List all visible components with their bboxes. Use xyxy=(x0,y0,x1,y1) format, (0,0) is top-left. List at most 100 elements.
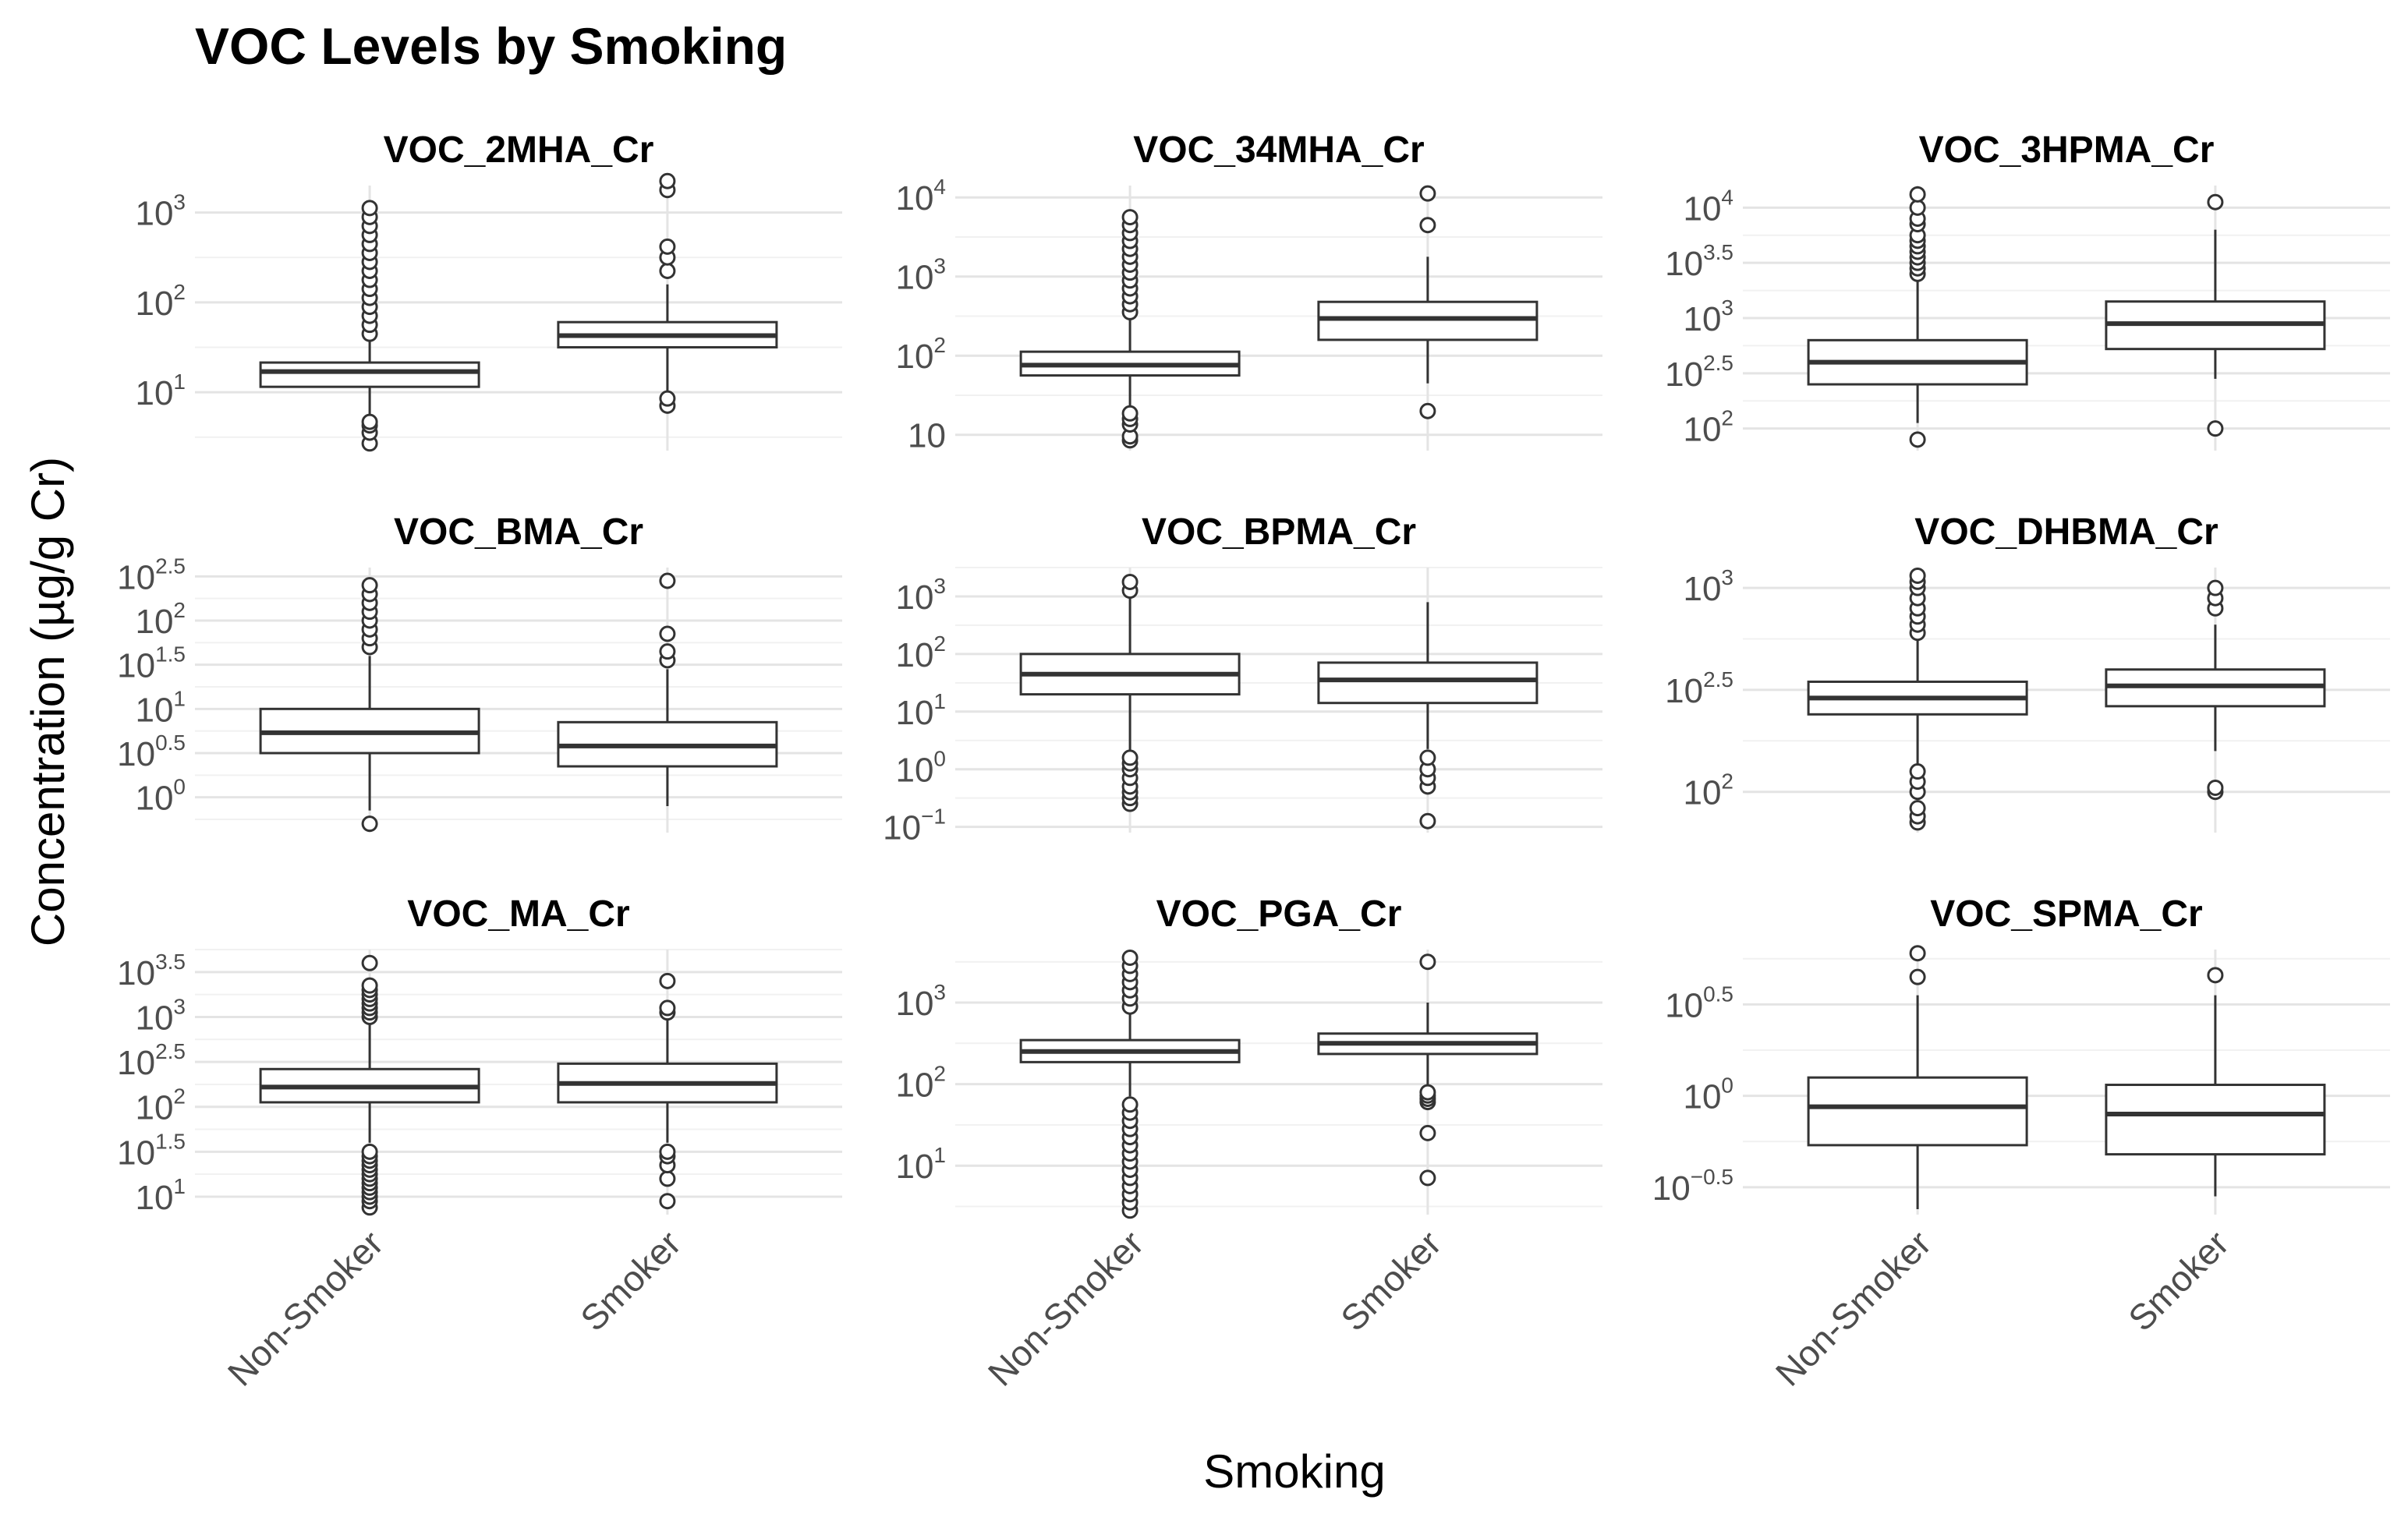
facet-title: VOC_BMA_Cr xyxy=(394,511,643,553)
outlier-point xyxy=(2207,193,2224,210)
outlier-point xyxy=(659,238,676,255)
facet-VOC_BPMA_Cr: VOC_BPMA_Cr 10−1 100 101 102 103 xyxy=(883,511,1602,847)
outlier-point xyxy=(1419,1084,1436,1101)
outlier-point xyxy=(659,390,676,407)
y-tick-label: 10 xyxy=(908,417,946,455)
box-non-smoker xyxy=(259,200,480,452)
box-non-smoker xyxy=(1807,945,2028,1209)
facet-VOC_34MHA_Cr: VOC_34MHA_Cr 10 102 103 104 xyxy=(895,129,1602,455)
outlier-point xyxy=(1419,812,1436,830)
outlier-point xyxy=(1909,763,1926,780)
y-tick-label: 103.5 xyxy=(117,950,186,992)
y-tick-label: 102 xyxy=(895,333,946,376)
outlier-point xyxy=(659,643,676,660)
box-smoker xyxy=(2105,579,2326,801)
box-non-smoker xyxy=(1019,949,1241,1219)
outlier-point xyxy=(361,954,378,971)
y-tick-label: 102.5 xyxy=(117,1039,186,1082)
box-non-smoker xyxy=(259,954,480,1216)
y-tick-label: 100.5 xyxy=(1665,982,1733,1024)
box-non-smoker xyxy=(259,577,480,833)
y-tick-label: 103 xyxy=(1683,295,1733,338)
outlier-point xyxy=(1909,800,1926,817)
box-smoker xyxy=(1317,602,1539,830)
y-tick-label: 103 xyxy=(895,254,946,297)
outlier-point xyxy=(361,977,378,994)
facet-VOC_PGA_Cr: VOC_PGA_Cr 101 102 103 Non-Smoker Smoker xyxy=(895,893,1602,1394)
y-tick-label: 102.5 xyxy=(1665,667,1733,710)
box-smoker xyxy=(557,572,778,806)
facet-VOC_DHBMA_Cr: VOC_DHBMA_Cr 102 102.5 103 xyxy=(1665,511,2390,833)
y-tick-label: 10−1 xyxy=(883,805,946,847)
x-tick-label: Smoker xyxy=(1333,1222,1449,1339)
y-tick-label: 103 xyxy=(895,574,946,617)
facet-title: VOC_SPMA_Cr xyxy=(1930,893,2202,935)
y-tick-label: 103 xyxy=(1683,565,1733,608)
outlier-point xyxy=(1419,217,1436,234)
box-non-smoker xyxy=(1807,186,2028,448)
outlier-point xyxy=(1121,405,1138,422)
outlier-point xyxy=(659,972,676,989)
iqr-box xyxy=(1317,300,1539,341)
outlier-point xyxy=(659,1170,676,1187)
x-axis-label: Smoking xyxy=(1203,1445,1385,1498)
y-tick-label: 103 xyxy=(895,980,946,1023)
iqr-box xyxy=(1317,661,1539,705)
box-smoker xyxy=(1317,185,1539,419)
outlier-point xyxy=(1419,402,1436,419)
outlier-point xyxy=(1419,953,1436,971)
facet-panels: VOC_2MHA_Cr 101 102 103 VOC_34MHA_Cr 10 102 103… xyxy=(117,129,2390,1394)
y-tick-label: 102 xyxy=(135,1084,186,1127)
y-tick-label: 102.5 xyxy=(117,554,186,596)
outlier-point xyxy=(2207,420,2224,437)
box-smoker xyxy=(2105,193,2326,437)
y-tick-label: 102 xyxy=(895,1062,946,1105)
facet-title: VOC_2MHA_Cr xyxy=(384,129,654,171)
facet-title: VOC_DHBMA_Cr xyxy=(1914,511,2218,553)
facet-title: VOC_BPMA_Cr xyxy=(1142,511,1416,553)
outlier-point xyxy=(1909,567,1926,584)
y-tick-label: 100 xyxy=(895,747,946,790)
y-tick-label: 100 xyxy=(1683,1074,1733,1116)
outlier-point xyxy=(659,999,676,1017)
y-tick-label: 103.5 xyxy=(1665,240,1733,283)
y-tick-label: 101 xyxy=(135,370,186,412)
box-smoker xyxy=(557,172,778,414)
x-tick-label: Non-Smoker xyxy=(1768,1222,1939,1393)
iqr-box xyxy=(2105,1084,2326,1156)
iqr-box xyxy=(1807,1076,2028,1147)
y-tick-label: 103 xyxy=(135,994,186,1037)
x-tick-label: Smoker xyxy=(572,1222,689,1339)
outlier-point xyxy=(361,1143,378,1160)
y-tick-label: 101 xyxy=(135,686,186,729)
outlier-point xyxy=(1121,749,1138,766)
outlier-point xyxy=(361,413,378,430)
outlier-point xyxy=(1121,1096,1138,1113)
y-tick-label: 104 xyxy=(1683,185,1733,228)
outlier-point xyxy=(1909,186,1926,203)
facet-title: VOC_34MHA_Cr xyxy=(1133,129,1424,171)
y-tick-label: 101 xyxy=(895,689,946,732)
y-tick-label: 102 xyxy=(135,598,186,641)
facet-title: VOC_MA_Cr xyxy=(407,893,629,935)
y-tick-label: 101.5 xyxy=(117,642,186,685)
outlier-point xyxy=(1121,949,1138,966)
chart-title: VOC Levels by Smoking xyxy=(195,17,787,75)
y-tick-label: 103 xyxy=(135,190,186,233)
box-smoker xyxy=(557,972,778,1210)
outlier-point xyxy=(1419,1169,1436,1187)
outlier-point xyxy=(2207,967,2224,984)
y-tick-label: 102 xyxy=(1683,769,1733,812)
outlier-point xyxy=(659,262,676,279)
y-tick-label: 102 xyxy=(1683,406,1733,449)
outlier-point xyxy=(659,625,676,642)
outlier-point xyxy=(2207,779,2224,796)
facet-VOC_3HPMA_Cr: VOC_3HPMA_Cr 102 102.5 103 103.5 104 xyxy=(1665,129,2390,451)
facet-VOC_2MHA_Cr: VOC_2MHA_Cr 101 102 103 xyxy=(135,129,842,452)
outlier-point xyxy=(361,577,378,594)
y-tick-label: 10−0.5 xyxy=(1652,1165,1733,1208)
facet-title: VOC_PGA_Cr xyxy=(1156,893,1402,935)
